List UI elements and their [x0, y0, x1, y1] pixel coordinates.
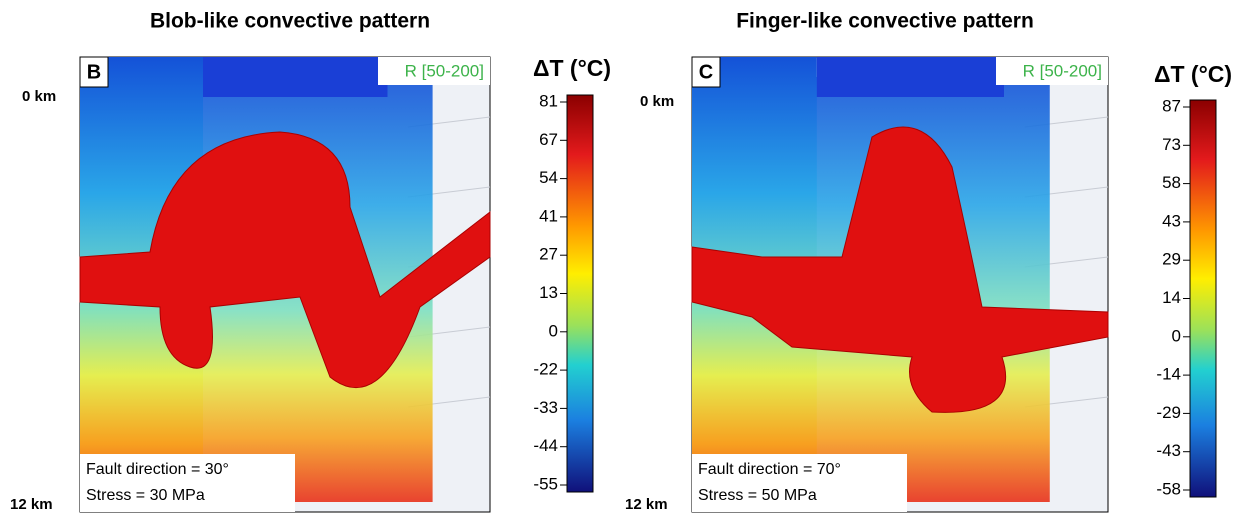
colorbar-title: ΔT (°C): [533, 55, 611, 81]
tick-label: 81: [539, 91, 558, 110]
tick-label: -22: [533, 360, 558, 379]
plume: [79, 131, 491, 388]
range-box: [378, 57, 490, 85]
tick-label: 29: [1162, 250, 1181, 269]
tick-label: 87: [1162, 96, 1181, 115]
slice-top: [203, 57, 388, 97]
slice-top: [816, 57, 1004, 97]
tick-label: -58: [1156, 479, 1181, 498]
tick-label: 41: [539, 206, 558, 225]
colorbar: [566, 94, 594, 493]
tick-label: -33: [533, 398, 558, 417]
tick-label: 27: [539, 245, 558, 264]
fault: Fault direction = 70°: [698, 461, 841, 478]
colorbar-title: ΔT (°C): [1154, 61, 1232, 87]
depth-top: 0 km: [22, 88, 56, 105]
tick-label: -29: [1156, 403, 1181, 422]
tick-label: -44: [533, 436, 558, 455]
range-box: [996, 57, 1108, 85]
tick-label: -14: [1156, 365, 1181, 384]
label-box: [691, 56, 721, 88]
range: R [50-200]: [405, 61, 484, 80]
panel-label: C: [699, 61, 713, 83]
panel-title: Blob-like convective pattern: [150, 10, 430, 33]
tick-label: 54: [539, 168, 558, 187]
info-box: [80, 454, 295, 512]
tick-label: 43: [1162, 211, 1181, 230]
panel-label: B: [87, 61, 101, 83]
fault: Fault direction = 30°: [86, 461, 229, 478]
info-box: [692, 454, 907, 512]
scene: [79, 56, 491, 513]
colorbar: [1189, 99, 1217, 498]
depth-bottom: 12 km: [10, 496, 53, 513]
tick-label: -43: [1156, 441, 1181, 460]
tick-label: 13: [539, 283, 558, 302]
panel-title: Finger-like convective pattern: [736, 10, 1034, 33]
tick-label: 67: [539, 130, 558, 149]
scene: [691, 56, 1109, 513]
plume: [691, 126, 1109, 413]
tick-label: 73: [1162, 135, 1181, 154]
depth-top: 0 km: [640, 93, 674, 110]
tick-label: 58: [1162, 173, 1181, 192]
depth-bottom: 12 km: [625, 496, 668, 513]
label-box: [79, 56, 109, 88]
stress: Stress = 50 MPa: [698, 487, 817, 504]
tick-label: 0: [1172, 326, 1181, 345]
range: R [50-200]: [1023, 61, 1102, 80]
tick-label: 14: [1162, 288, 1181, 307]
stress: Stress = 30 MPa: [86, 487, 205, 504]
tick-label: -55: [533, 474, 558, 493]
tick-label: 0: [549, 321, 558, 340]
